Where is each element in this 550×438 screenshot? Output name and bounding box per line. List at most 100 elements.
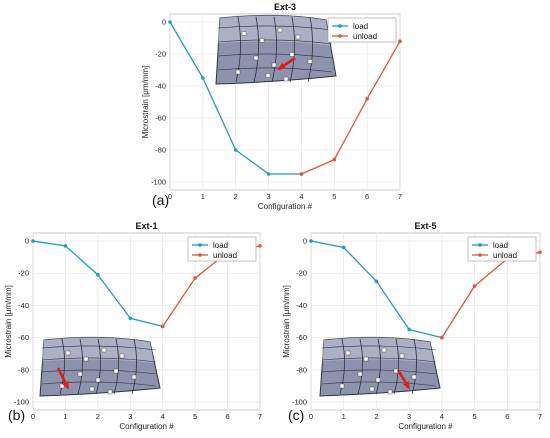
chart-title: Ext-1	[135, 221, 157, 231]
location-arrowhead	[62, 381, 69, 390]
y-tick-label: -40	[155, 82, 166, 91]
legend-label-load: load	[353, 22, 368, 31]
y-tick-label: 0	[303, 237, 307, 246]
data-point-unload	[398, 39, 402, 43]
data-point-unload	[193, 276, 197, 280]
data-point-unload	[258, 244, 262, 248]
x-tick-label: 2	[234, 192, 238, 201]
specimen-inset-2	[319, 336, 441, 397]
gauge-marker	[95, 377, 101, 383]
gauge-marker	[77, 371, 83, 377]
data-point-load	[31, 239, 35, 243]
data-point-load	[96, 273, 100, 277]
y-tick-label: -20	[18, 269, 29, 278]
y-tick-label: -60	[296, 333, 307, 342]
panel-label: (c)	[288, 407, 304, 423]
data-point-load	[63, 244, 68, 248]
data-point-unload	[472, 284, 477, 288]
x-tick-label: 0	[31, 412, 35, 421]
data-point-unload	[160, 324, 165, 329]
legend-label-load: load	[213, 241, 228, 250]
location-arrowhead	[277, 62, 286, 71]
data-point-load	[309, 239, 313, 243]
legend-label-unload: unload	[493, 251, 517, 260]
y-tick-label: 0	[162, 18, 166, 27]
chart-ext-1: 0 1 2 3 4 5 6 7 0 -20 -40 -60 -80 -100 Ext-1 Configurat…	[4, 221, 262, 431]
gauge-marker	[339, 383, 345, 389]
gauge-marker	[131, 374, 137, 380]
chart-title: Ext-3	[274, 2, 296, 12]
data-point-load	[233, 148, 238, 152]
x-tick-label: 6	[365, 192, 369, 201]
y-tick-label: -80	[296, 365, 307, 374]
gauge-marker	[307, 59, 313, 64]
y-tick-label: -40	[18, 301, 29, 310]
gauge-marker	[119, 353, 125, 359]
gauge-marker	[399, 353, 405, 359]
gauge-marker	[387, 389, 393, 395]
gauge-marker	[113, 368, 119, 374]
x-axis-label: Configuration #	[398, 422, 453, 431]
x-tick-label: 0	[309, 412, 313, 421]
gauge-marker	[369, 386, 375, 392]
x-tick-label: 2	[374, 412, 378, 421]
gauge-marker	[345, 350, 351, 356]
gauge-marker	[363, 356, 369, 362]
data-point-load	[168, 20, 172, 24]
y-tick-label: -40	[296, 301, 307, 310]
y-tick-label: 0	[25, 237, 29, 246]
gauge-marker	[83, 356, 89, 362]
gauge-marker	[59, 383, 65, 389]
y-axis-label: Microstrain [μm/mm]	[141, 66, 150, 139]
x-tick-label: 2	[96, 412, 100, 421]
x-tick-label: 6	[225, 412, 229, 421]
x-tick-label: 5	[332, 192, 336, 201]
x-tick-label: 6	[505, 412, 509, 421]
gauge-marker	[65, 350, 71, 356]
chart-ext-3: 0 1 2 3 4 5 6 7 0 -20 -40 -60 -80 -100 Ext-3 Configurat…	[141, 2, 402, 211]
y-tick-label: -20	[296, 269, 307, 278]
gauge-marker	[375, 377, 381, 383]
y-axis-label: Microstrain [μm/mm]	[4, 285, 13, 358]
y-tick-label: -100	[151, 178, 166, 187]
x-tick-label: 1	[63, 412, 67, 421]
data-point-load	[374, 279, 379, 284]
x-tick-label: 4	[161, 412, 165, 421]
specimen-inset-0	[215, 14, 337, 85]
legend-label-load: load	[493, 241, 508, 250]
x-tick-label: 1	[342, 412, 346, 421]
y-tick-label: -100	[292, 397, 307, 406]
data-point-unload	[365, 97, 369, 101]
data-point-load	[341, 245, 346, 250]
data-point-unload	[299, 172, 304, 176]
y-tick-label: -80	[18, 365, 29, 374]
chart-ext-5: 0 1 2 3 4 5 6 7 0 -20 -40 -60 -80 -100 Ext-5 Configurat…	[282, 221, 542, 431]
gauge-marker	[253, 55, 259, 61]
y-tick-label: -100	[14, 397, 29, 406]
data-point-unload	[440, 335, 444, 340]
x-tick-label: 7	[398, 192, 402, 201]
gauge-marker	[107, 389, 113, 395]
series-line-unload	[301, 40, 401, 175]
gauge-marker	[241, 31, 247, 36]
location-arrowhead	[402, 381, 411, 390]
gauge-marker	[271, 62, 277, 68]
x-tick-label: 7	[258, 412, 262, 421]
data-point-load	[201, 76, 205, 80]
x-axis-label: Configuration #	[119, 422, 174, 431]
data-point-load	[266, 172, 271, 176]
gauge-marker	[265, 73, 271, 78]
gauge-marker	[259, 38, 265, 43]
x-tick-label: 7	[538, 412, 542, 421]
gauge-marker	[381, 347, 387, 353]
gauge-marker	[289, 52, 295, 57]
y-tick-label: -80	[155, 146, 166, 155]
x-tick-label: 3	[407, 412, 411, 421]
x-tick-label: 3	[266, 192, 270, 201]
data-point-load	[128, 316, 133, 321]
gauge-marker	[277, 27, 283, 33]
